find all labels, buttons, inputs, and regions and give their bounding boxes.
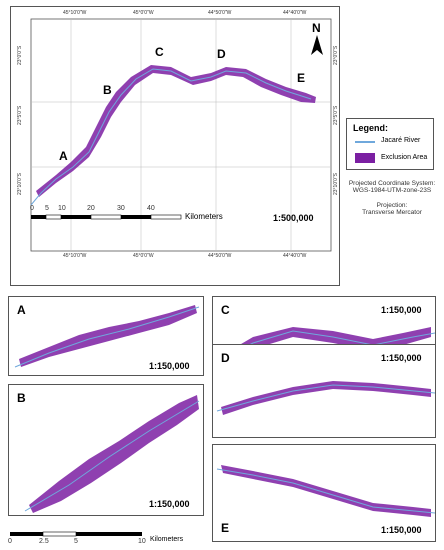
main-scale-tick: 0 [30,205,34,212]
bottom-scale-tick: 5 [74,538,78,545]
north-arrow-label: N [312,21,321,35]
main-scale-ratio: 1:500,000 [273,213,314,223]
projection-info: Projected Coordinate System: WGS-1984-UT… [340,180,444,216]
bottom-scale-tick: 2.5 [39,538,49,545]
inset-c-label: C [221,303,230,317]
legend-river-label: Jacaré River [381,137,421,144]
exclusion-swatch [355,153,375,163]
inset-b-label: B [17,391,26,405]
top-tick: 44°50'0"W [208,10,232,16]
inset-b-map [24,395,200,513]
projection-label: Projection: [376,202,408,209]
bottom-scale-bar [10,531,142,537]
inset-a-scale: 1:150,000 [149,361,190,371]
inset-d-label: D [221,351,230,365]
inset-d-map [216,381,435,415]
north-arrow [311,35,323,55]
coord-system-label: Projected Coordinate System: [348,180,436,187]
right-tick: 23°5'0"S [333,105,339,125]
inset-a: A 1:150,000 [8,296,204,376]
right-tick: 23°10'0"S [333,173,339,195]
bottom-tick: 44°50'0"W [208,253,232,259]
bottom-scale-tick: 0 [8,538,12,545]
main-scale-unit: Kilometers [185,212,223,221]
bottom-tick: 45°10'0"W [63,253,87,259]
section-label-d: D [217,47,226,61]
main-scale-tick: 20 [87,205,95,212]
section-label-b: B [103,83,112,97]
inset-a-label: A [17,303,26,317]
section-label-a: A [59,149,68,163]
main-scale-tick: 10 [58,205,66,212]
coord-system-value: WGS-1984-UTM-zone-23S [352,187,432,194]
inset-c-scale: 1:150,000 [381,305,422,315]
river-swatch [355,141,375,143]
legend-title: Legend: [353,123,388,133]
top-tick: 44°40'0"W [283,10,307,16]
legend-exclusion-label: Exclusion Area [381,154,428,161]
top-tick: 45°10'0"W [63,10,87,16]
inset-a-map [14,305,200,368]
bottom-tick: 44°40'0"W [283,253,307,259]
inset-c-map [216,327,435,367]
left-tick: 23°10'0"S [17,173,23,195]
inset-e: E 1:150,000 [212,444,436,542]
legend: Legend: Jacaré River Exclusion Area [346,118,434,170]
top-tick: 45°0'0"W [133,10,154,16]
jacare-river-line [30,68,312,206]
left-tick: 23°5'0"S [17,105,23,125]
inset-e-map [216,465,435,517]
bottom-tick: 45°0'0"W [133,253,154,259]
main-scale-bar [31,214,182,220]
main-map: 45°10'0"W 45°0'0"W 44°50'0"W 44°40'0"W 4… [10,6,340,286]
main-map-svg [30,18,332,252]
inset-d-scale: 1:150,000 [381,353,422,363]
graticule [31,19,331,251]
main-scale-tick: 40 [147,205,155,212]
bottom-scale-tick: 10 [138,538,146,545]
inset-b: B 1:150,000 [8,384,204,516]
main-scale-tick: 5 [45,205,49,212]
exclusion-area-band [36,65,316,197]
right-tick: 23°0'0"S [333,45,339,65]
main-scale-tick: 30 [117,205,125,212]
inset-e-scale: 1:150,000 [381,525,422,535]
left-tick: 23°0'0"S [17,45,23,65]
inset-b-scale: 1:150,000 [149,499,190,509]
inset-d: D 1:150,000 [212,344,436,438]
section-label-c: C [155,45,164,59]
section-label-e: E [297,71,306,85]
projection-value: Transverse Mercator [362,209,422,216]
bottom-scale-unit: Kilometers [150,536,184,543]
inset-e-label: E [221,521,230,535]
